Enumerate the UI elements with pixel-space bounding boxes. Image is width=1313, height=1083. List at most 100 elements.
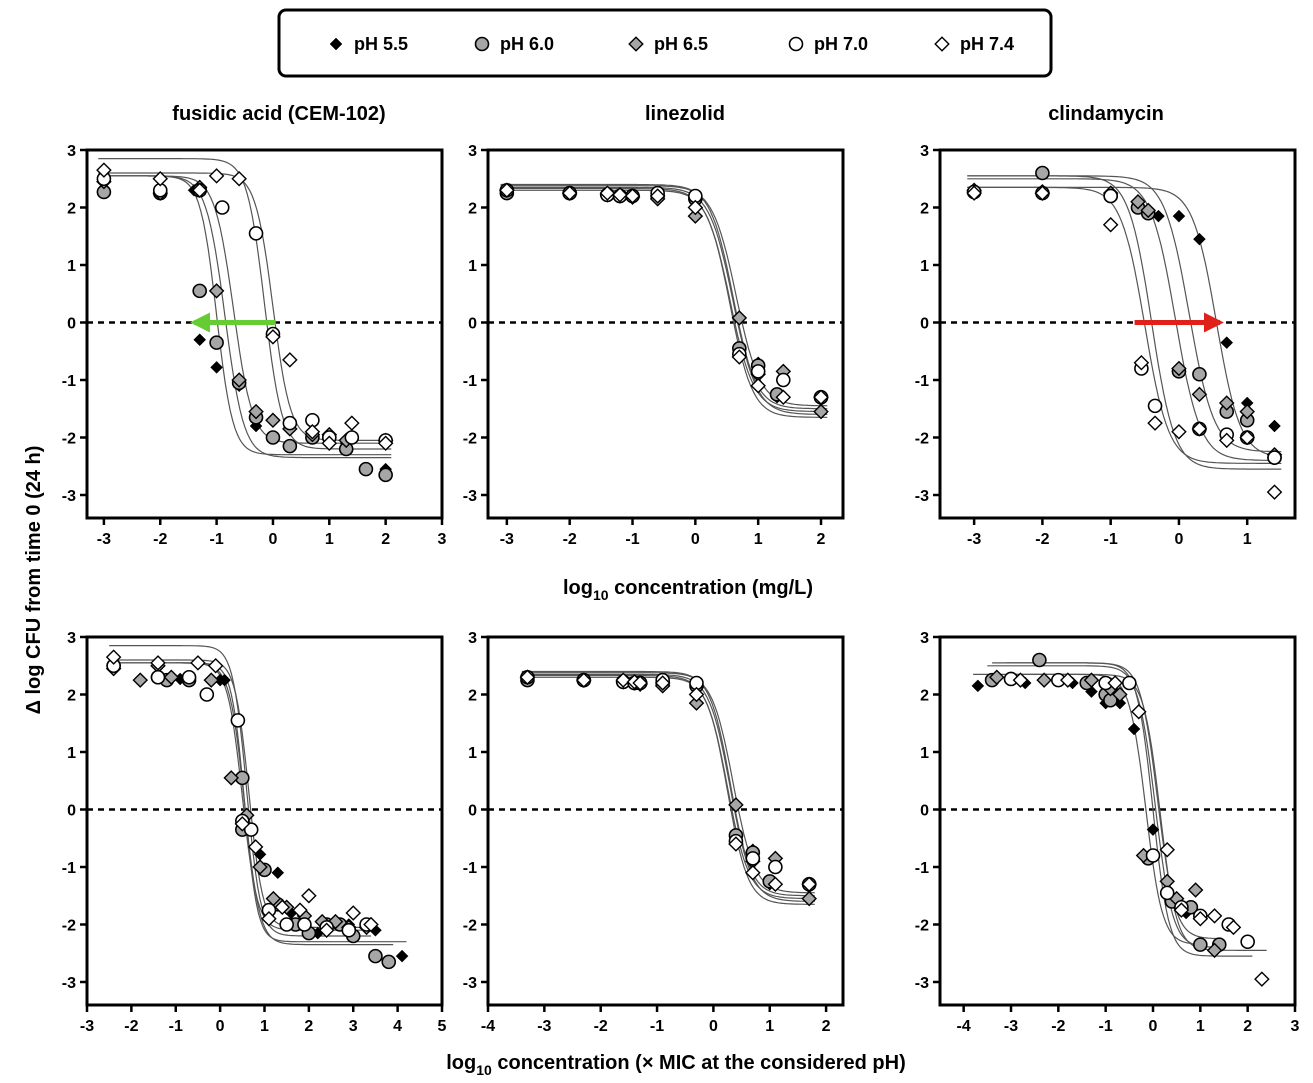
data-point	[1147, 415, 1163, 431]
data-point	[499, 182, 515, 199]
data-point	[768, 859, 783, 875]
data-point	[1172, 209, 1186, 223]
data-point	[1159, 885, 1175, 901]
y-tick-label: -3	[915, 975, 929, 992]
data-point	[152, 170, 169, 187]
data-point	[321, 435, 338, 452]
x-tick-label: 3	[1291, 1018, 1300, 1035]
column-title: fusidic acid (CEM-102)	[172, 103, 385, 125]
x-tick-label: 5	[438, 1018, 447, 1035]
data-point	[576, 672, 592, 688]
x-tick-label: 1	[325, 531, 334, 548]
y-tick-label: -3	[62, 488, 76, 505]
data-point	[265, 412, 281, 429]
data-point	[341, 922, 357, 938]
y-tick-label: 3	[468, 143, 477, 160]
data-point	[223, 770, 240, 786]
x-tick-label: -4	[957, 1018, 971, 1035]
x-tick-label: 2	[817, 531, 826, 548]
data-point	[231, 372, 247, 388]
data-point	[1268, 419, 1281, 433]
y-tick-label: 3	[67, 143, 76, 160]
data-point	[1060, 672, 1076, 688]
x-tick-label: 3	[349, 1018, 358, 1035]
x-tick-label: -3	[537, 1018, 551, 1035]
x-tick-label: 3	[438, 531, 447, 548]
data-point	[561, 185, 578, 201]
fit-curve	[175, 662, 407, 943]
y-tick-label: -1	[915, 373, 929, 390]
y-tick-label: 1	[468, 745, 477, 762]
x-tick-label: 2	[1243, 1018, 1252, 1035]
data-point	[96, 162, 112, 178]
x-tick-label: 1	[1243, 531, 1252, 548]
y-tick-label: 1	[920, 258, 929, 275]
data-point	[105, 649, 122, 665]
data-point	[775, 389, 792, 406]
y-tick-label: -2	[915, 918, 929, 935]
x-axis-label-part: concentration (mg/L)	[609, 577, 813, 599]
data-point	[274, 899, 291, 916]
y-tick-label: -1	[463, 860, 477, 877]
fit-curve	[98, 175, 392, 444]
data-point	[210, 360, 223, 374]
data-point	[1240, 934, 1255, 950]
data-point	[363, 916, 379, 933]
y-tick-label: 2	[920, 201, 929, 218]
data-point	[1140, 202, 1157, 219]
data-point	[1107, 675, 1123, 691]
data-point	[395, 949, 409, 963]
data-point	[687, 199, 704, 216]
data-point	[1218, 432, 1235, 449]
fit-curve	[109, 662, 371, 931]
data-point	[327, 913, 344, 930]
data-point	[318, 922, 335, 939]
fit-curve	[500, 183, 828, 410]
data-point	[150, 655, 166, 671]
fit-curve	[521, 673, 815, 902]
x-axis-label-top: log10 concentration (mg/L)	[563, 577, 813, 603]
x-tick-label: 0	[1174, 531, 1183, 548]
x-axis-label-part: log	[446, 1052, 476, 1074]
y-tick-label: 0	[67, 316, 76, 333]
data-point	[1012, 672, 1029, 688]
data-point	[191, 182, 208, 199]
fit-curve	[987, 665, 1224, 948]
data-point	[813, 389, 829, 406]
data-point	[1102, 216, 1119, 233]
data-point	[1266, 484, 1283, 500]
legend-marker	[474, 36, 490, 52]
data-point	[265, 329, 281, 345]
data-point	[519, 669, 536, 686]
y-axis-label: Δ log CFU from time 0 (24 h)	[23, 446, 45, 715]
fit-curve	[109, 645, 371, 937]
y-tick-label: 0	[67, 803, 76, 820]
data-point	[971, 679, 985, 693]
data-point	[1032, 652, 1047, 668]
chart-panel: -3 -2 -1 0 1 2 3 -4 -3 -2 -1 0 1 2 3	[915, 630, 1300, 1035]
x-axis-label-part: log	[563, 577, 593, 599]
data-point	[230, 713, 246, 728]
x-tick-label: 1	[1196, 1018, 1205, 1035]
data-point	[731, 349, 748, 365]
data-point	[632, 675, 648, 691]
y-tick-label: 1	[67, 258, 76, 275]
data-point	[203, 672, 220, 688]
plot-frame	[938, 635, 1297, 1007]
x-tick-label: -3	[967, 531, 981, 548]
fit-curve	[500, 186, 828, 415]
x-tick-label: 0	[709, 1018, 718, 1035]
y-tick-label: -3	[915, 488, 929, 505]
y-tick-label: -3	[62, 975, 76, 992]
x-axis-label-subscript: 10	[476, 1062, 492, 1078]
data-point	[615, 672, 632, 688]
y-tick-label: -3	[463, 488, 477, 505]
data-point	[282, 352, 298, 368]
data-point	[801, 876, 817, 893]
data-point	[1193, 232, 1206, 246]
data-point	[745, 864, 761, 881]
legend-marker-symbol	[474, 36, 490, 52]
data-point	[801, 890, 817, 907]
data-point	[612, 187, 628, 203]
